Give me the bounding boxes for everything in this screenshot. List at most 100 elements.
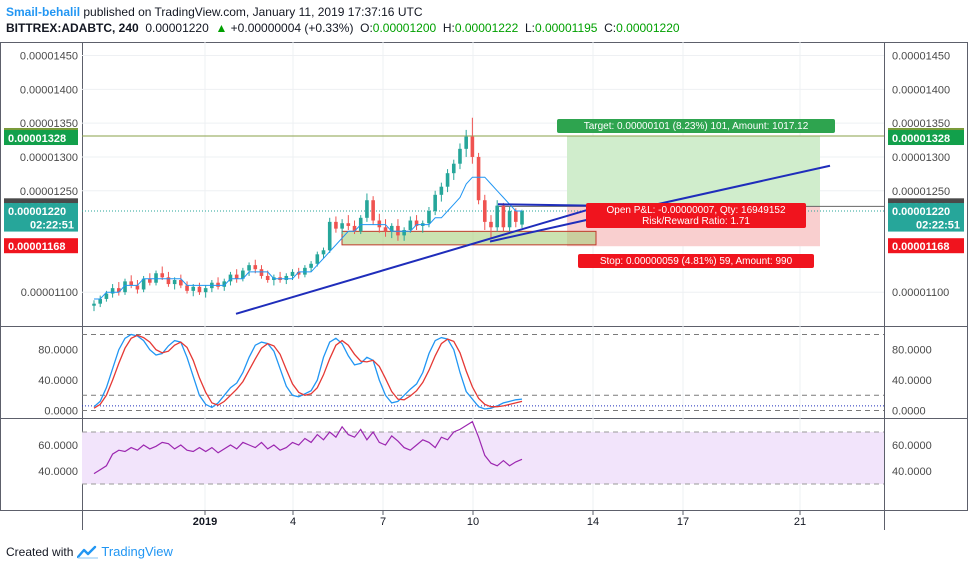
target-label: Target: 0.00000101 (8.23%) 101, Amount: … [557, 119, 835, 133]
candle-body [216, 282, 220, 287]
candle-body [340, 223, 344, 229]
candle-body [334, 221, 338, 229]
candle-body [377, 220, 382, 228]
pnl-label-text: Risk/Reward Ratio: 1.71 [642, 216, 750, 227]
last-price: 0.00001220 [145, 21, 209, 35]
candle-body [148, 278, 152, 283]
price-tick-right: 0.00001400 [892, 84, 950, 96]
stoch-d-line [93, 334, 523, 409]
candle-body [185, 285, 189, 291]
price-change: +0.00000004 (+0.33%) [230, 21, 354, 35]
candle-body [408, 220, 413, 230]
x-tick-label: 14 [587, 516, 599, 528]
price-label-left-bg [4, 203, 78, 219]
candle-body [501, 205, 506, 228]
price-label-right: 0.00001220 [892, 206, 950, 218]
symbol-name: BITTREX:ADABTC, 240 [6, 21, 139, 35]
price-label-right: 0.00001328 [892, 133, 950, 145]
candle-body [482, 200, 487, 222]
created-with-text: Created with [6, 544, 74, 559]
price-label-left: 02:22:51 [30, 220, 74, 232]
candle-body [160, 273, 165, 278]
trendline [497, 203, 591, 207]
price-label-left-bg [4, 198, 78, 214]
symbol-legend: BITTREX:ADABTC, 240 0.00001220 ▲ +0.0000… [6, 21, 680, 35]
candle-body [296, 271, 301, 275]
candle-body [303, 267, 307, 275]
price-label-left: 0.00001227 [8, 201, 66, 213]
candle-body [191, 286, 196, 291]
stoch-k-line [93, 333, 523, 410]
candle-body [476, 156, 481, 201]
candle-body [172, 280, 177, 285]
candle-body [445, 173, 450, 187]
price-label-left-bg [4, 127, 78, 143]
candle-body [451, 163, 456, 174]
published-text: published on TradingView.com, January 11… [83, 5, 423, 19]
candle-body [309, 263, 313, 268]
price-tick-left: 0.00001100 [21, 287, 78, 299]
candle-body [513, 211, 518, 222]
price-label-left: 0.00001328 [8, 133, 66, 145]
tradingview-brand[interactable]: TradingView [101, 544, 173, 559]
low-value: 0.00001195 [534, 21, 598, 35]
pnl-label: Open P&L: -0.00000007, Qty: 16949152Risk… [586, 203, 806, 228]
stop-zone [567, 206, 820, 247]
candle-body [327, 221, 332, 251]
candle-body [104, 293, 109, 299]
change-arrow-icon: ▲ [215, 21, 228, 35]
price-tick-right: 0.00001250 [892, 186, 950, 198]
price-tick-left: 0.00001300 [20, 152, 78, 164]
stop-label-text: Stop: 0.00000059 (4.81%) 59, Amount: 990 [600, 256, 793, 267]
stoch-tick-right: 80.0000 [892, 345, 932, 357]
candle-body [123, 281, 127, 293]
candle-body [352, 225, 357, 232]
high-label: H: [442, 21, 455, 35]
x-tick-label: 2019 [193, 516, 217, 528]
trendline [489, 164, 831, 243]
candle-body [389, 225, 394, 232]
footer: Created with TradingView [6, 544, 173, 559]
stoch-tick-left: 80.0000 [38, 345, 78, 357]
candle-body [371, 200, 375, 221]
chart-frame [0, 42, 968, 511]
price-tick-right: 0.00001100 [892, 287, 949, 299]
stoch-tick-right: 40.0000 [892, 375, 932, 387]
candle-body [272, 277, 276, 281]
open-value: 0.00001200 [372, 21, 437, 35]
candle-body [129, 281, 134, 286]
tradingview-logo-icon [77, 545, 99, 559]
moving-average-line [94, 176, 522, 300]
candle-body [228, 274, 233, 282]
stop-label-bg [578, 254, 814, 268]
candle-body [520, 211, 524, 225]
candle-body [427, 211, 431, 224]
candle-body [489, 221, 493, 228]
stop-label: Stop: 0.00000059 (4.81%) 59, Amount: 990 [578, 254, 814, 268]
price-label-right: 0.00001331 [892, 131, 950, 143]
price-tick-right: 0.00001300 [892, 152, 950, 164]
x-tick-label: 21 [794, 516, 806, 528]
price-tick-right: 0.00001350 [892, 118, 950, 130]
candle-body [253, 265, 258, 270]
candle-body [247, 265, 251, 271]
candle-body [278, 277, 282, 281]
candle-body [197, 286, 202, 293]
price-label-left-bg [4, 130, 78, 146]
target-zone [567, 135, 820, 207]
candle-body [315, 254, 320, 264]
rsi-tick-right: 40.0000 [892, 466, 932, 478]
rsi-line [93, 420, 523, 475]
publisher-name[interactable]: Smail-behalil [6, 5, 81, 19]
candle-body [420, 223, 425, 226]
candle-body [210, 282, 214, 289]
target-label-text: Target: 0.00000101 (8.23%) 101, Amount: … [584, 121, 809, 132]
candle-body [290, 271, 295, 276]
price-label-right-bg [888, 216, 964, 232]
trendline [235, 206, 596, 315]
price-tick-left: 0.00001400 [20, 84, 78, 96]
stoch-tick-right: 0.0000 [892, 405, 926, 417]
candle-body [284, 275, 289, 281]
stoch-tick-left: 0.0000 [44, 405, 78, 417]
